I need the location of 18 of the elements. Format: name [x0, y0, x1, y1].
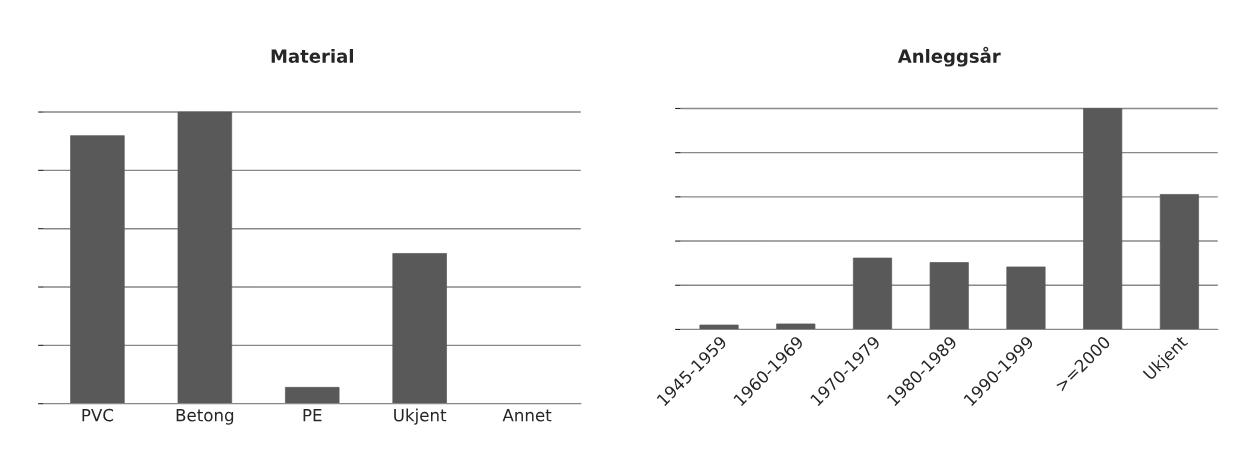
x-tick-label: Ukjent	[394, 408, 447, 425]
chart-title: Anleggsår	[897, 46, 1001, 67]
x-tick-label: Annet	[502, 409, 552, 422]
chart-title: Material	[271, 49, 353, 63]
bar	[1006, 266, 1046, 330]
bar	[1083, 108, 1123, 330]
bar	[776, 323, 816, 330]
x-tick-label: PVC	[82, 408, 114, 422]
bar	[699, 324, 739, 330]
x-tick-label: Betong	[176, 409, 234, 425]
bar	[70, 135, 125, 404]
bar	[1159, 194, 1199, 330]
bar	[285, 387, 340, 404]
bar	[852, 257, 893, 330]
bar	[929, 262, 969, 330]
bar	[392, 253, 447, 404]
bar	[177, 111, 233, 404]
x-tick-label: PE	[303, 409, 322, 422]
